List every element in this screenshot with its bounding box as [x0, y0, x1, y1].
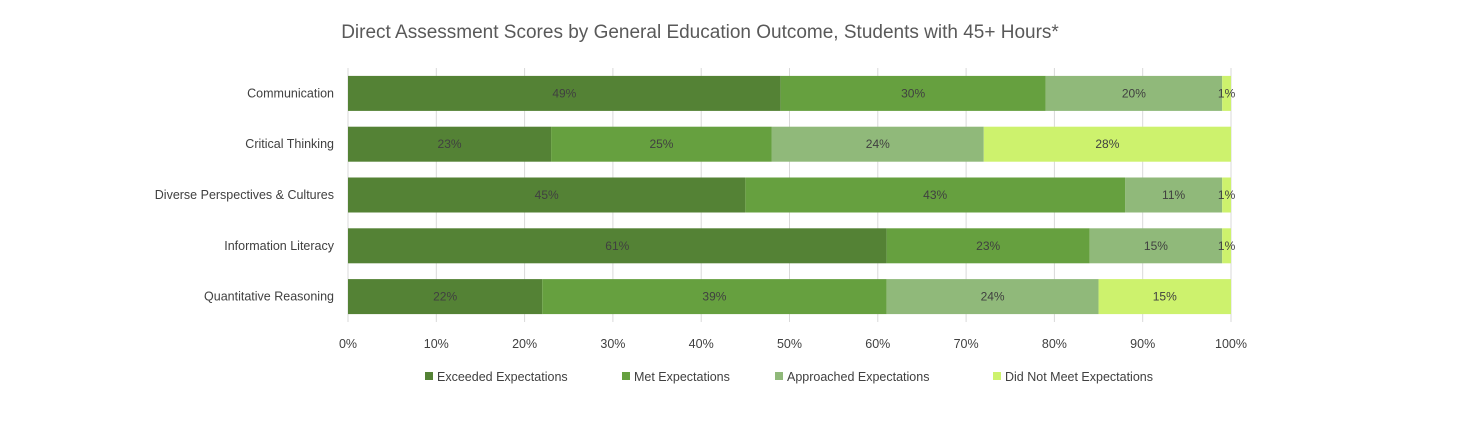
bar-segment — [551, 126, 772, 162]
data-label: 24% — [866, 137, 890, 151]
data-label: 15% — [1153, 290, 1177, 304]
x-tick-label: 20% — [512, 337, 537, 351]
bar-segment — [542, 279, 887, 315]
bar-segment — [1222, 75, 1231, 111]
legend-label: Approached Expectations — [787, 370, 929, 384]
x-tick-label: 90% — [1130, 337, 1155, 351]
bar-segment — [348, 75, 781, 111]
bar-segment — [745, 177, 1126, 213]
data-label: 1% — [1218, 86, 1236, 100]
x-tick-label: 0% — [339, 337, 357, 351]
bar-segment — [983, 126, 1231, 162]
bar-segment — [886, 228, 1090, 264]
legend-swatch — [993, 372, 1001, 380]
data-label: 45% — [535, 188, 559, 202]
legend-swatch — [775, 372, 783, 380]
data-label: 15% — [1144, 239, 1168, 253]
data-label: 11% — [1162, 188, 1185, 202]
x-tick-label: 70% — [954, 337, 979, 351]
bar-segment — [1089, 228, 1223, 264]
bar-segment — [886, 279, 1099, 315]
bar-segment — [771, 126, 984, 162]
category-label: Quantitative Reasoning — [204, 290, 334, 304]
x-tick-label: 100% — [1215, 337, 1247, 351]
data-label: 43% — [923, 188, 947, 202]
legend-swatch — [425, 372, 433, 380]
data-label: 49% — [552, 86, 576, 100]
bar-segment — [348, 279, 543, 315]
bar-segment — [348, 228, 887, 264]
data-label: 1% — [1218, 239, 1236, 253]
x-tick-label: 50% — [777, 337, 802, 351]
category-label: Critical Thinking — [245, 137, 334, 151]
category-label: Information Literacy — [224, 239, 335, 253]
bar-segment — [1222, 177, 1231, 213]
category-label: Communication — [247, 86, 334, 100]
bar-segment — [348, 177, 746, 213]
data-label: 1% — [1218, 188, 1236, 202]
bar-segment — [348, 126, 552, 162]
bar-segment — [1125, 177, 1223, 213]
x-tick-label: 60% — [865, 337, 890, 351]
data-label: 28% — [1095, 137, 1119, 151]
chart-title: Direct Assessment Scores by General Educ… — [341, 22, 1059, 43]
data-label: 23% — [976, 239, 1000, 253]
data-label: 61% — [605, 239, 629, 253]
legend-label: Did Not Meet Expectations — [1005, 370, 1153, 384]
x-tick-label: 40% — [689, 337, 714, 351]
data-label: 20% — [1122, 86, 1146, 100]
bar-segment — [1098, 279, 1231, 315]
bar-segment — [1222, 228, 1231, 264]
data-label: 23% — [438, 137, 462, 151]
legend-label: Met Expectations — [634, 370, 730, 384]
legend-label: Exceeded Expectations — [437, 370, 568, 384]
x-tick-label: 80% — [1042, 337, 1067, 351]
x-tick-label: 30% — [600, 337, 625, 351]
data-label: 30% — [901, 86, 925, 100]
x-tick-label: 10% — [424, 337, 449, 351]
bar-segment — [780, 75, 1046, 111]
bar-segment — [1045, 75, 1223, 111]
data-label: 25% — [649, 137, 673, 151]
category-label: Diverse Perspectives & Cultures — [155, 188, 334, 202]
data-label: 22% — [433, 290, 457, 304]
data-label: 24% — [981, 290, 1005, 304]
data-label: 39% — [702, 290, 726, 304]
legend-swatch — [622, 372, 630, 380]
